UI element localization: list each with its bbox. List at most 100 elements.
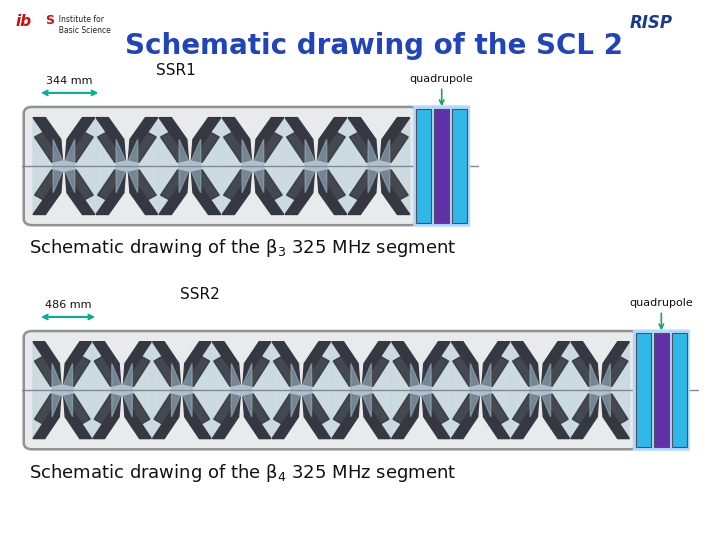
Text: quadrupole: quadrupole: [629, 298, 693, 308]
Text: 344 mm: 344 mm: [46, 76, 93, 86]
Polygon shape: [243, 342, 271, 384]
Polygon shape: [303, 396, 330, 438]
Polygon shape: [128, 118, 158, 160]
Polygon shape: [254, 131, 282, 162]
Polygon shape: [33, 342, 62, 438]
Text: 486 mm: 486 mm: [45, 300, 91, 310]
Polygon shape: [453, 355, 479, 386]
Polygon shape: [254, 118, 284, 160]
Polygon shape: [482, 394, 508, 425]
Polygon shape: [305, 139, 327, 193]
Polygon shape: [33, 172, 63, 214]
Polygon shape: [602, 394, 628, 425]
Bar: [416, 109, 431, 223]
Polygon shape: [423, 355, 449, 386]
Polygon shape: [351, 363, 372, 417]
Polygon shape: [380, 170, 408, 201]
Polygon shape: [171, 363, 192, 417]
Polygon shape: [511, 342, 540, 438]
Polygon shape: [363, 396, 390, 438]
Polygon shape: [602, 396, 629, 438]
Polygon shape: [380, 118, 410, 160]
Polygon shape: [222, 118, 253, 214]
FancyBboxPatch shape: [669, 329, 690, 451]
Polygon shape: [272, 396, 300, 438]
Polygon shape: [159, 172, 189, 214]
Polygon shape: [33, 118, 63, 160]
Polygon shape: [153, 396, 180, 438]
Polygon shape: [363, 394, 389, 425]
Polygon shape: [571, 396, 598, 438]
Polygon shape: [179, 139, 201, 193]
FancyBboxPatch shape: [24, 331, 639, 449]
Polygon shape: [124, 394, 150, 425]
Polygon shape: [192, 170, 219, 201]
Polygon shape: [423, 394, 449, 425]
Polygon shape: [540, 342, 570, 438]
Polygon shape: [393, 355, 419, 386]
Polygon shape: [98, 170, 125, 201]
Polygon shape: [254, 170, 282, 201]
Polygon shape: [128, 172, 158, 214]
Polygon shape: [184, 342, 211, 384]
Polygon shape: [154, 355, 180, 386]
Polygon shape: [159, 118, 190, 214]
Polygon shape: [453, 394, 479, 425]
Polygon shape: [590, 363, 611, 417]
Polygon shape: [35, 355, 60, 386]
Polygon shape: [153, 342, 181, 438]
Polygon shape: [318, 118, 347, 160]
Polygon shape: [482, 355, 508, 386]
FancyBboxPatch shape: [24, 107, 419, 225]
Polygon shape: [224, 131, 251, 162]
Polygon shape: [348, 118, 379, 214]
Polygon shape: [287, 170, 315, 201]
Polygon shape: [410, 363, 431, 417]
Text: Schematic drawing of the SCL 2: Schematic drawing of the SCL 2: [125, 32, 624, 60]
Text: SSR2: SSR2: [180, 287, 220, 302]
Polygon shape: [192, 118, 221, 160]
Polygon shape: [318, 170, 345, 201]
Polygon shape: [192, 172, 221, 214]
Polygon shape: [52, 363, 73, 417]
FancyBboxPatch shape: [651, 329, 672, 451]
Polygon shape: [33, 342, 60, 384]
Polygon shape: [513, 355, 539, 386]
Polygon shape: [333, 355, 359, 386]
Polygon shape: [274, 355, 300, 386]
Polygon shape: [392, 396, 419, 438]
Polygon shape: [64, 394, 90, 425]
Polygon shape: [451, 342, 481, 438]
Polygon shape: [470, 363, 491, 417]
Polygon shape: [530, 363, 551, 417]
Polygon shape: [392, 342, 420, 438]
Polygon shape: [66, 131, 93, 162]
Bar: [636, 333, 651, 447]
FancyBboxPatch shape: [449, 105, 470, 227]
Polygon shape: [285, 118, 316, 214]
Bar: [452, 109, 467, 223]
Polygon shape: [272, 342, 300, 384]
Polygon shape: [128, 170, 156, 201]
Polygon shape: [379, 118, 410, 214]
Polygon shape: [94, 355, 120, 386]
Polygon shape: [98, 131, 125, 162]
Polygon shape: [64, 396, 91, 438]
Polygon shape: [542, 396, 570, 438]
Polygon shape: [380, 172, 410, 214]
Text: Institute for
  Basic Science: Institute for Basic Science: [54, 15, 111, 35]
Polygon shape: [572, 355, 598, 386]
Polygon shape: [66, 172, 95, 214]
Polygon shape: [318, 172, 347, 214]
Polygon shape: [303, 355, 329, 386]
Polygon shape: [181, 342, 211, 438]
Polygon shape: [542, 394, 568, 425]
Polygon shape: [380, 131, 408, 162]
Polygon shape: [254, 172, 284, 214]
Polygon shape: [33, 118, 64, 214]
Polygon shape: [93, 342, 122, 438]
Polygon shape: [316, 118, 347, 214]
FancyBboxPatch shape: [413, 105, 434, 227]
Polygon shape: [94, 394, 120, 425]
Polygon shape: [571, 342, 600, 438]
